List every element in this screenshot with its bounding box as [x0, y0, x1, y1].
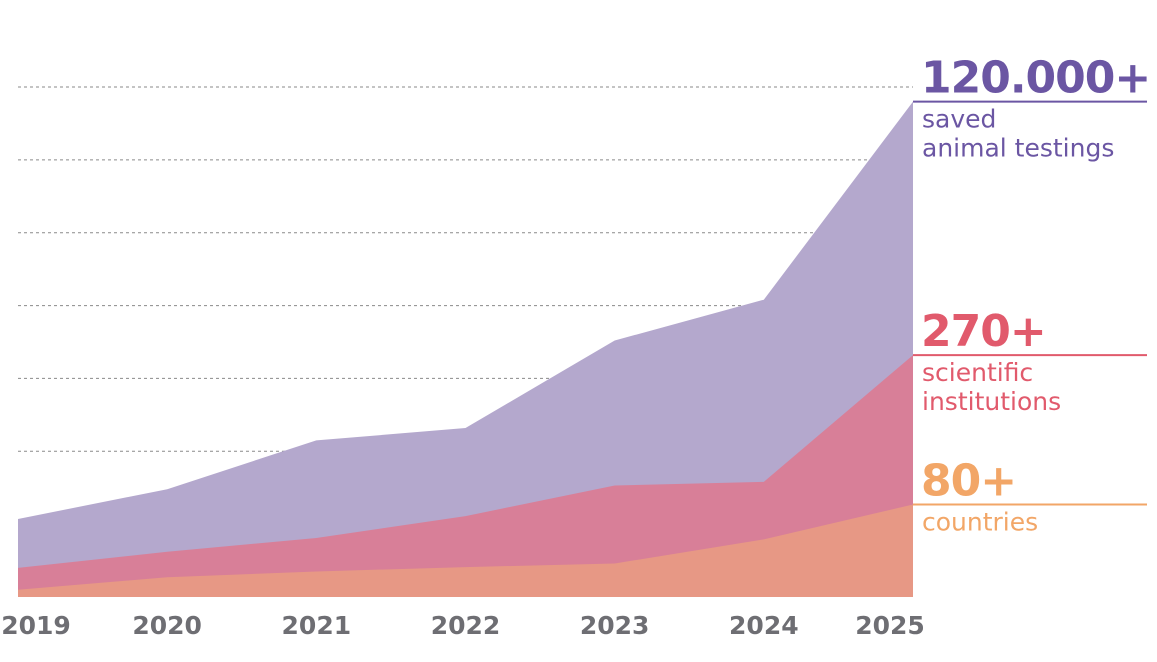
callout-countries: 80+countries: [913, 455, 1147, 536]
x-tick-label: 2019: [1, 611, 71, 640]
x-tick-label: 2020: [132, 611, 202, 640]
callout-value: 80+: [921, 455, 1016, 506]
callout-caption: countries: [922, 507, 1038, 536]
x-tick-label: 2024: [729, 611, 799, 640]
area-animals: [18, 101, 913, 597]
x-axis: 2019 2020 2021 2022 2023 2024 2025: [1, 611, 925, 640]
series-areas: [18, 101, 913, 597]
x-tick-label: 2022: [431, 611, 501, 640]
area-institutions: [18, 355, 913, 597]
callout-value: 120.000+: [921, 53, 1150, 104]
area-countries: [18, 504, 913, 597]
x-tick-label: 2021: [282, 611, 352, 640]
x-tick-label: 2025: [855, 611, 925, 640]
callout-caption: institutions: [922, 387, 1061, 416]
callout-caption: saved: [922, 105, 996, 134]
callout-caption: scientific: [922, 358, 1033, 387]
x-tick-label: 2023: [580, 611, 650, 640]
callout-caption: animal testings: [922, 134, 1114, 163]
callout-value: 270+: [921, 306, 1046, 357]
